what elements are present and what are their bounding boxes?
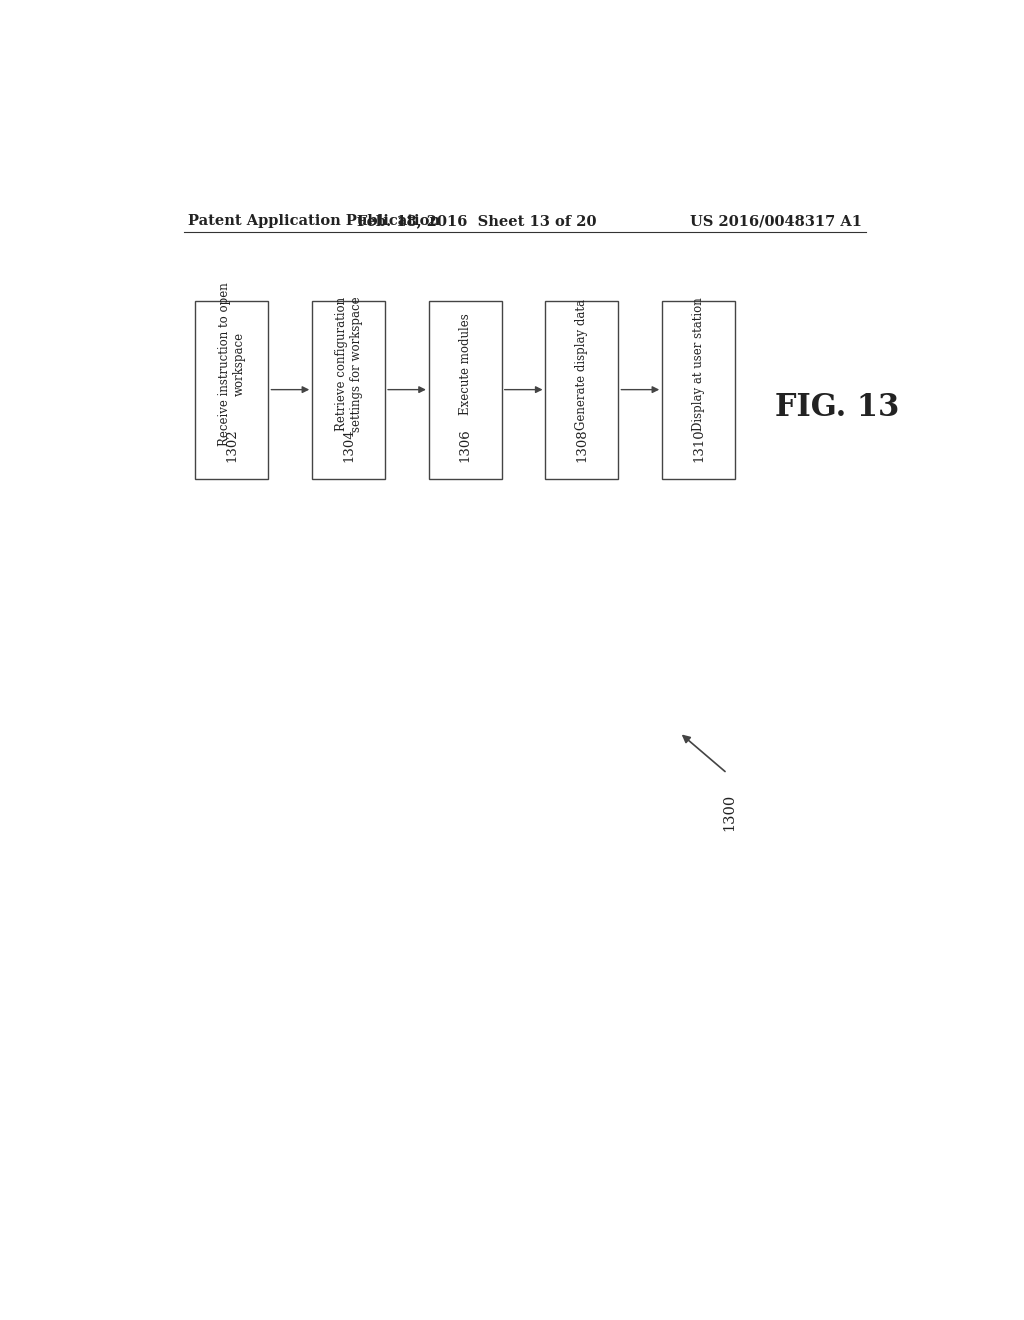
Text: 1302: 1302 [225,429,239,462]
Text: Execute modules: Execute modules [459,313,472,414]
Text: 1310: 1310 [692,429,706,462]
Bar [429,301,502,479]
Text: Receive instruction to open
workspace: Receive instruction to open workspace [218,282,246,446]
Bar [663,301,735,479]
Bar [196,301,268,479]
Text: 1306: 1306 [459,429,472,462]
Text: Patent Application Publication: Patent Application Publication [187,214,439,228]
Text: 1304: 1304 [342,429,355,462]
Text: Generate display data: Generate display data [575,298,589,430]
Bar [312,301,385,479]
Text: 1308: 1308 [575,429,589,462]
Text: Feb. 18, 2016  Sheet 13 of 20: Feb. 18, 2016 Sheet 13 of 20 [357,214,597,228]
Text: 1300: 1300 [722,793,736,830]
Text: US 2016/0048317 A1: US 2016/0048317 A1 [690,214,862,228]
Text: FIG. 13: FIG. 13 [775,392,899,422]
Bar [546,301,618,479]
Text: Retrieve configuration
settings for workspace: Retrieve configuration settings for work… [335,297,362,432]
Text: Display at user station: Display at user station [692,297,706,432]
